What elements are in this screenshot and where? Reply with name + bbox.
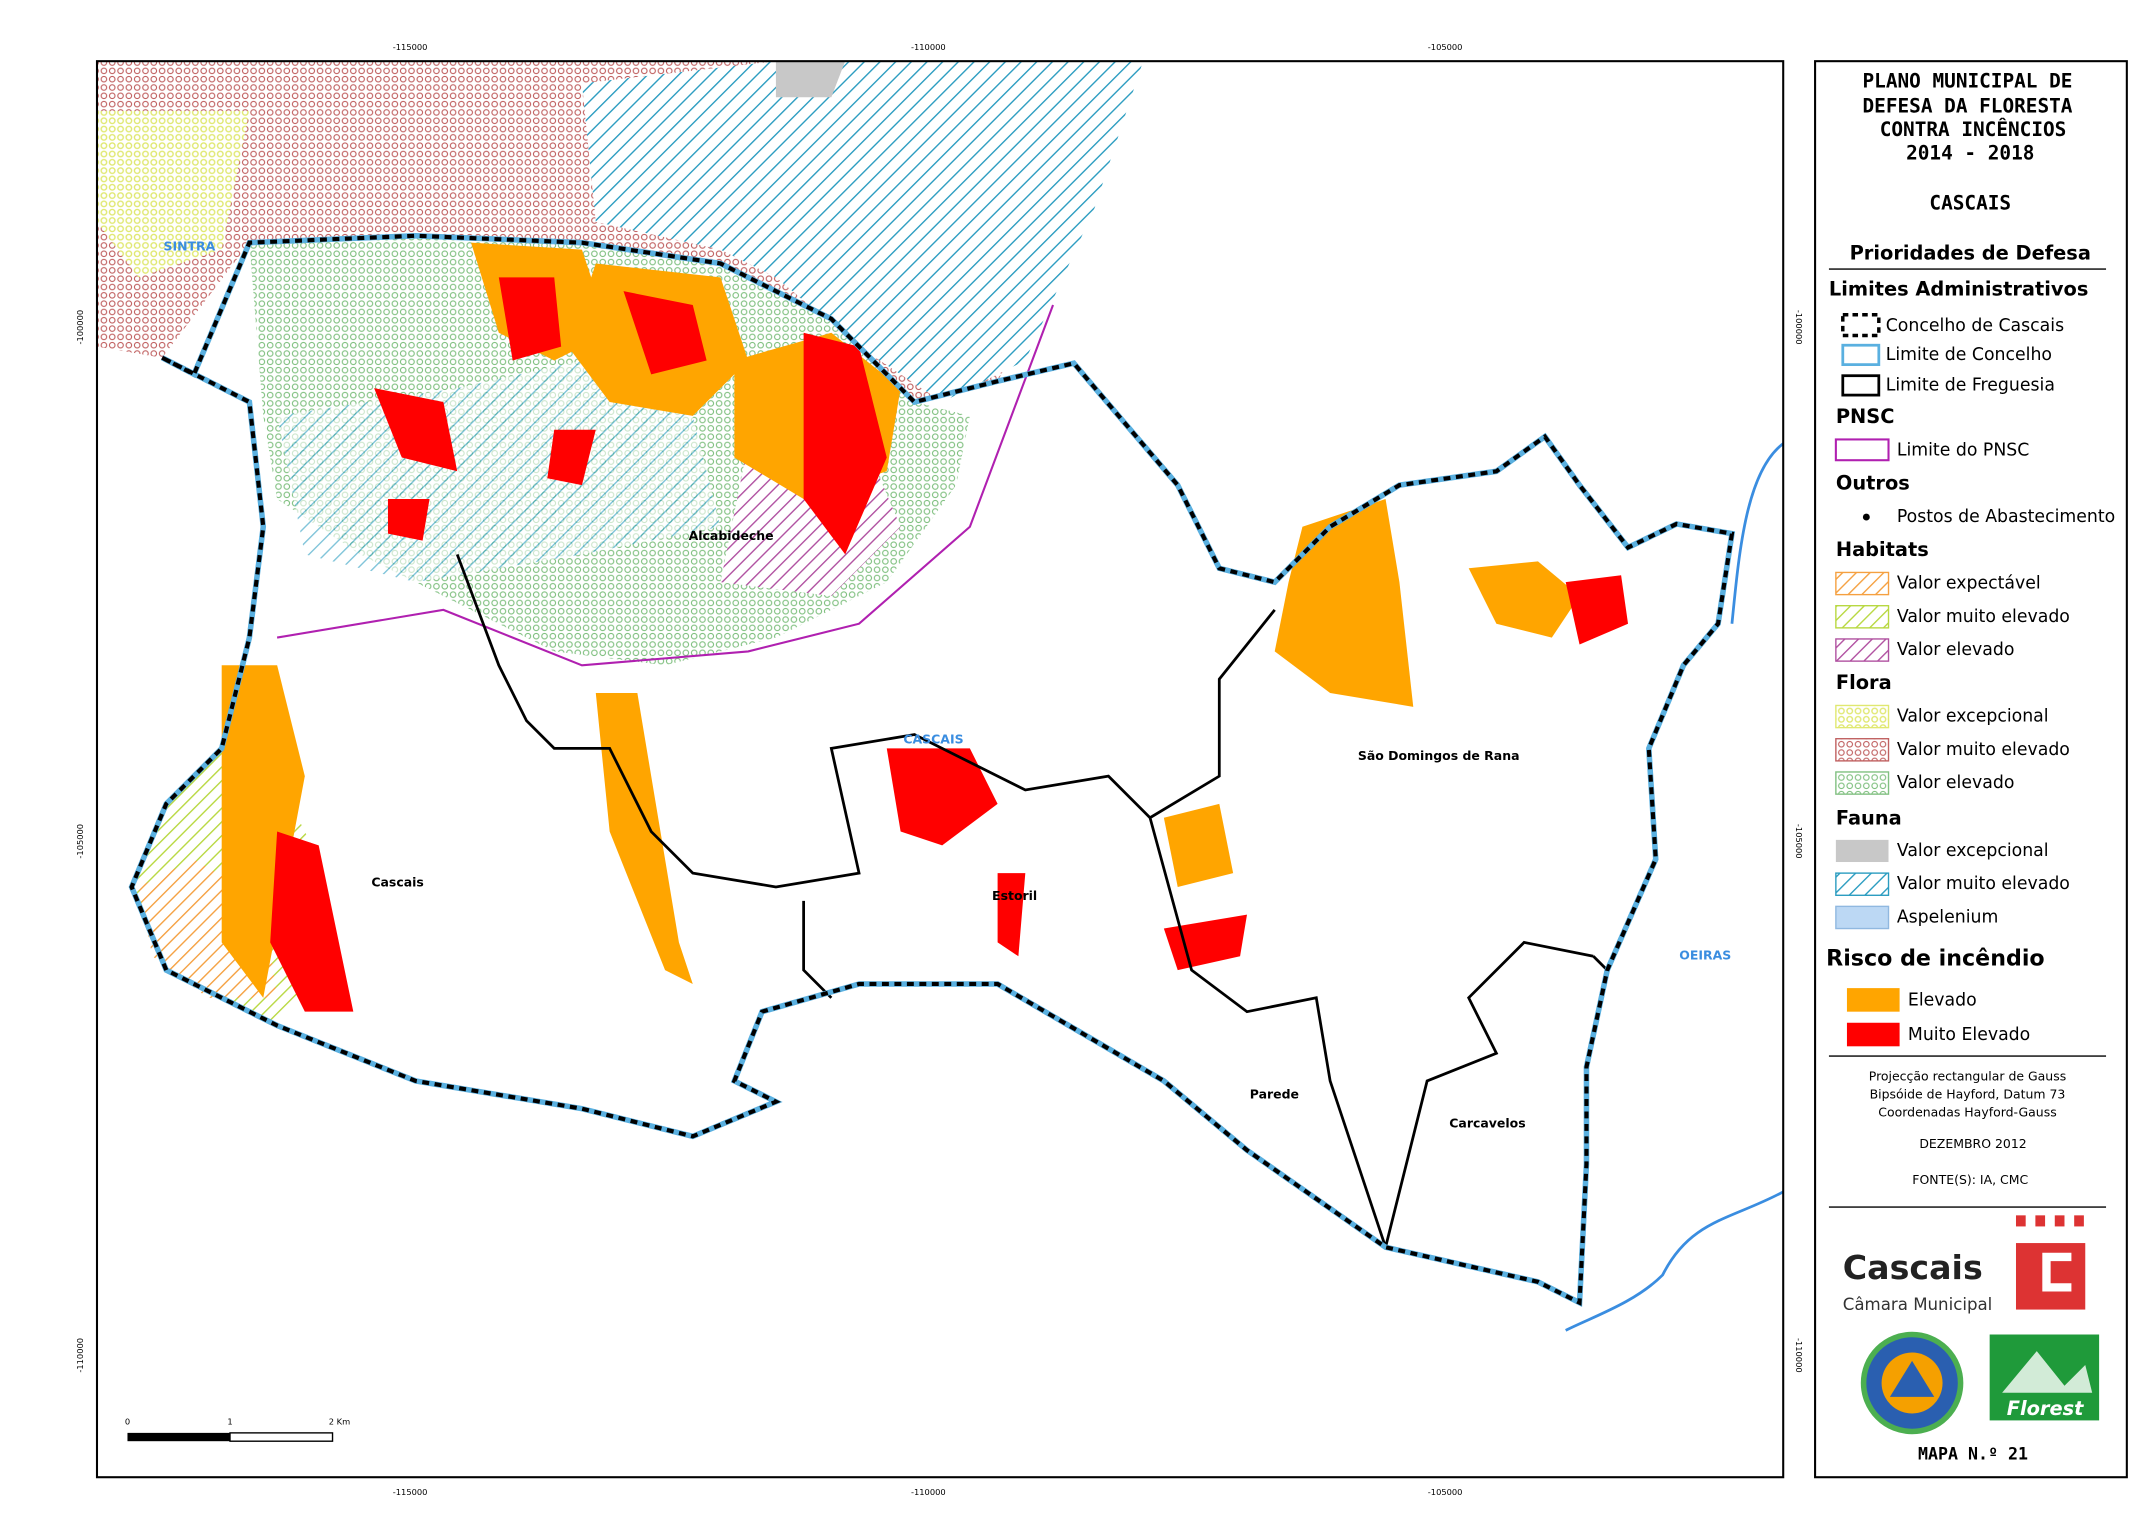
grid-label: -110000 [911, 1487, 946, 1497]
place-label: Estoril [992, 888, 1037, 903]
place-label: São Domingos de Rana [1358, 748, 1520, 763]
parish-boundaries [455, 553, 1609, 1248]
fauna-exceptional [775, 61, 846, 98]
legend-item: Valor muito elevado [1897, 740, 2070, 760]
title-line: PLANO MUNICIPAL DE [1863, 69, 2073, 92]
legend-item: Valor excepcional [1897, 841, 2049, 861]
civil-protection-logo [1860, 1331, 1964, 1435]
section-title: Risco de incêndio [1826, 946, 2045, 972]
grid-labels: -115000 -110000 -105000 -115000 -110000 … [75, 42, 1804, 1497]
legend-panel: PLANO MUNICIPAL DE DEFESA DA FLORESTA CO… [1814, 60, 2128, 1479]
legend-item: Valor elevado [1897, 773, 2015, 793]
legend-item: Postos de Abastecimento [1897, 507, 2115, 527]
grid-label: -110000 [911, 42, 946, 52]
scale-bar: 0 1 2 Km [125, 1416, 350, 1442]
grid-label: -105000 [1428, 42, 1463, 52]
place-label: Cascais [371, 874, 423, 889]
date: DEZEMBRO 2012 [1919, 1136, 2026, 1151]
place-label: Carcavelos [1449, 1115, 1525, 1130]
map-frame [95, 60, 1785, 1479]
legend-heading: Prioridades de Defesa [1850, 241, 2091, 264]
legend-item: Aspelenium [1897, 907, 1999, 927]
place-label: SINTRA [163, 238, 215, 253]
scale-label: 0 [125, 1416, 130, 1426]
place-label: Parede [1250, 1086, 1299, 1101]
scale-label: 2 Km [329, 1416, 350, 1426]
projection-note: Projecção rectangular de Gauss [1869, 1068, 2066, 1083]
legend-item: Elevado [1908, 991, 1977, 1011]
title-line: CONTRA INCÊNCIOS [1880, 118, 2067, 141]
place-label: CASCAIS [903, 732, 963, 747]
section-title: Flora [1836, 671, 1892, 694]
legend-item: Valor muito elevado [1897, 874, 2070, 894]
cascais-logo: Cascais [1843, 1248, 1983, 1287]
section-title: Limites Administrativos [1829, 277, 2088, 300]
section-title: PNSC [1836, 405, 1895, 428]
grid-label: -100000 [75, 310, 85, 345]
municipality-limit [129, 233, 1735, 1306]
municipality: CASCAIS [1929, 191, 2011, 214]
legend-item: Limite de Freguesia [1886, 375, 2055, 395]
map-body: SINTRA Alcabideche CASCAIS São Domingos … [96, 61, 1784, 1442]
place-label: OEIRAS [1679, 948, 1731, 963]
legend-item: Limite de Concelho [1886, 345, 2052, 365]
grid-label: -115000 [393, 42, 428, 52]
scale-label: 1 [227, 1416, 232, 1426]
title-line: 2014 - 2018 [1906, 142, 2034, 165]
sources: FONTE(S): IA, CMC [1912, 1172, 2028, 1187]
legend-item: Valor elevado [1897, 640, 2015, 660]
section-title: Habitats [1836, 538, 1929, 561]
map-number: MAPA N.º 21 [1918, 1445, 2028, 1464]
c-logo [2015, 1215, 2086, 1310]
title-line: DEFESA DA FLORESTA [1863, 94, 2073, 117]
projection-note: Bipsóide de Hayford, Datum 73 [1870, 1086, 2066, 1101]
risk-elevated [221, 242, 1580, 998]
grid-label: -110000 [1794, 1338, 1804, 1373]
legend-item: Concelho de Cascais [1886, 316, 2064, 336]
grid-label: -105000 [1794, 824, 1804, 859]
section-title: Outros [1836, 471, 1910, 494]
legend-item: Limite do PNSC [1897, 441, 2030, 461]
legend-item: Valor expectável [1897, 574, 2041, 594]
place-label: Alcabideche [689, 528, 774, 543]
cascais-logo-sub: Câmara Municipal [1843, 1295, 1993, 1314]
legend-item: Valor excepcional [1897, 707, 2049, 727]
section-title: Fauna [1836, 807, 1902, 830]
florest-logo: Florest [1989, 1334, 2100, 1421]
grid-label: -115000 [393, 1487, 428, 1497]
projection-note: Coordenadas Hayford-Gauss [1878, 1104, 2056, 1119]
legend-item: Valor muito elevado [1897, 607, 2070, 627]
flora-exceptional [96, 111, 250, 278]
river [1565, 442, 1784, 1332]
pnsc-limit-inner [276, 304, 1054, 667]
grid-label: -110000 [75, 1338, 85, 1373]
grid-label: -105000 [75, 824, 85, 859]
legend-item: Muito Elevado [1908, 1025, 2030, 1045]
florest-text: Florest [2007, 1397, 2084, 1420]
fauna-very-high [581, 61, 1144, 403]
grid-label: -105000 [1428, 1487, 1463, 1497]
grid-label: -100000 [1794, 310, 1804, 345]
